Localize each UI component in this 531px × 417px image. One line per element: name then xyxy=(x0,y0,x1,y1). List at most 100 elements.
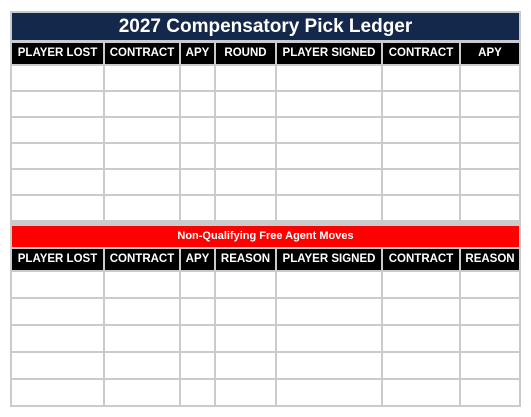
table-cell[interactable] xyxy=(383,380,459,405)
table-cell[interactable] xyxy=(461,326,519,351)
header-player-lost: PLAYER LOST xyxy=(12,43,103,64)
table-cell[interactable] xyxy=(105,66,179,90)
table-cell[interactable] xyxy=(105,380,179,405)
table-cell[interactable] xyxy=(277,118,381,142)
table-row xyxy=(12,66,519,90)
table-cell[interactable] xyxy=(461,144,519,168)
table-cell[interactable] xyxy=(277,144,381,168)
table-cell[interactable] xyxy=(383,196,459,220)
table-cell[interactable] xyxy=(461,118,519,142)
table-cell[interactable] xyxy=(181,353,214,378)
table-cell[interactable] xyxy=(12,144,103,168)
table-cell[interactable] xyxy=(277,299,381,324)
table-cell[interactable] xyxy=(105,144,179,168)
table-cell[interactable] xyxy=(277,326,381,351)
table-cell[interactable] xyxy=(383,299,459,324)
table-cell[interactable] xyxy=(277,196,381,220)
table-cell[interactable] xyxy=(461,380,519,405)
table-cell[interactable] xyxy=(105,196,179,220)
table-cell[interactable] xyxy=(383,66,459,90)
table-cell[interactable] xyxy=(12,353,103,378)
table-row xyxy=(12,170,519,194)
header-player-signed: PLAYER SIGNED xyxy=(277,249,381,270)
compensatory-pick-ledger: 2027 Compensatory Pick Ledger PLAYER LOS… xyxy=(10,11,521,407)
header-apy: APY xyxy=(181,249,214,270)
table-cell[interactable] xyxy=(12,380,103,405)
table-cell[interactable] xyxy=(105,92,179,116)
table-cell[interactable] xyxy=(216,272,275,297)
table-cell[interactable] xyxy=(12,326,103,351)
table-cell[interactable] xyxy=(12,66,103,90)
table-cell[interactable] xyxy=(277,66,381,90)
table-cell[interactable] xyxy=(216,326,275,351)
table-cell[interactable] xyxy=(181,299,214,324)
table-cell[interactable] xyxy=(216,92,275,116)
table-row xyxy=(12,92,519,116)
header-player-signed: PLAYER SIGNED xyxy=(277,43,381,64)
table-cell[interactable] xyxy=(105,272,179,297)
table-cell[interactable] xyxy=(383,272,459,297)
table-row xyxy=(12,196,519,220)
table-cell[interactable] xyxy=(383,170,459,194)
header-contract: CONTRACT xyxy=(105,249,179,270)
table-cell[interactable] xyxy=(12,196,103,220)
table-cell[interactable] xyxy=(383,353,459,378)
table-cell[interactable] xyxy=(181,118,214,142)
table-cell[interactable] xyxy=(105,353,179,378)
header-player-lost: PLAYER LOST xyxy=(12,249,103,270)
table-cell[interactable] xyxy=(12,92,103,116)
table-cell[interactable] xyxy=(216,170,275,194)
table-cell[interactable] xyxy=(277,92,381,116)
header-contract-signed: CONTRACT xyxy=(383,249,459,270)
table-cell[interactable] xyxy=(216,118,275,142)
table-cell[interactable] xyxy=(12,118,103,142)
table-cell[interactable] xyxy=(461,66,519,90)
table-cell[interactable] xyxy=(181,92,214,116)
table-cell[interactable] xyxy=(216,196,275,220)
table-cell[interactable] xyxy=(277,380,381,405)
non-qualifying-header-row: PLAYER LOST CONTRACT APY REASON PLAYER S… xyxy=(12,249,519,270)
table-cell[interactable] xyxy=(461,353,519,378)
table-cell[interactable] xyxy=(461,272,519,297)
table-cell[interactable] xyxy=(277,170,381,194)
table-cell[interactable] xyxy=(461,299,519,324)
table-cell[interactable] xyxy=(216,380,275,405)
table-row xyxy=(12,144,519,168)
table-cell[interactable] xyxy=(216,66,275,90)
table-cell[interactable] xyxy=(181,272,214,297)
table-cell[interactable] xyxy=(12,272,103,297)
table-cell[interactable] xyxy=(105,118,179,142)
table-cell[interactable] xyxy=(383,92,459,116)
table-cell[interactable] xyxy=(461,92,519,116)
table-cell[interactable] xyxy=(105,299,179,324)
table-row xyxy=(12,353,519,378)
table-cell[interactable] xyxy=(461,170,519,194)
table-cell[interactable] xyxy=(181,170,214,194)
ledger-title: 2027 Compensatory Pick Ledger xyxy=(12,13,519,40)
table-cell[interactable] xyxy=(105,326,179,351)
qualifying-header-row: PLAYER LOST CONTRACT APY ROUND PLAYER SI… xyxy=(12,43,519,64)
table-cell[interactable] xyxy=(461,196,519,220)
table-cell[interactable] xyxy=(181,144,214,168)
table-cell[interactable] xyxy=(216,144,275,168)
table-cell[interactable] xyxy=(181,380,214,405)
table-cell[interactable] xyxy=(181,326,214,351)
header-apy: APY xyxy=(181,43,214,64)
table-cell[interactable] xyxy=(383,326,459,351)
table-cell[interactable] xyxy=(105,170,179,194)
table-cell[interactable] xyxy=(216,299,275,324)
table-row xyxy=(12,380,519,405)
table-cell[interactable] xyxy=(383,118,459,142)
table-cell[interactable] xyxy=(277,272,381,297)
table-cell[interactable] xyxy=(12,170,103,194)
header-apy-signed: APY xyxy=(461,43,519,64)
table-cell[interactable] xyxy=(181,196,214,220)
table-cell[interactable] xyxy=(181,66,214,90)
table-cell[interactable] xyxy=(12,299,103,324)
header-reason: REASON xyxy=(216,249,275,270)
header-contract: CONTRACT xyxy=(105,43,179,64)
table-cell[interactable] xyxy=(216,353,275,378)
table-cell[interactable] xyxy=(383,144,459,168)
table-cell[interactable] xyxy=(277,353,381,378)
